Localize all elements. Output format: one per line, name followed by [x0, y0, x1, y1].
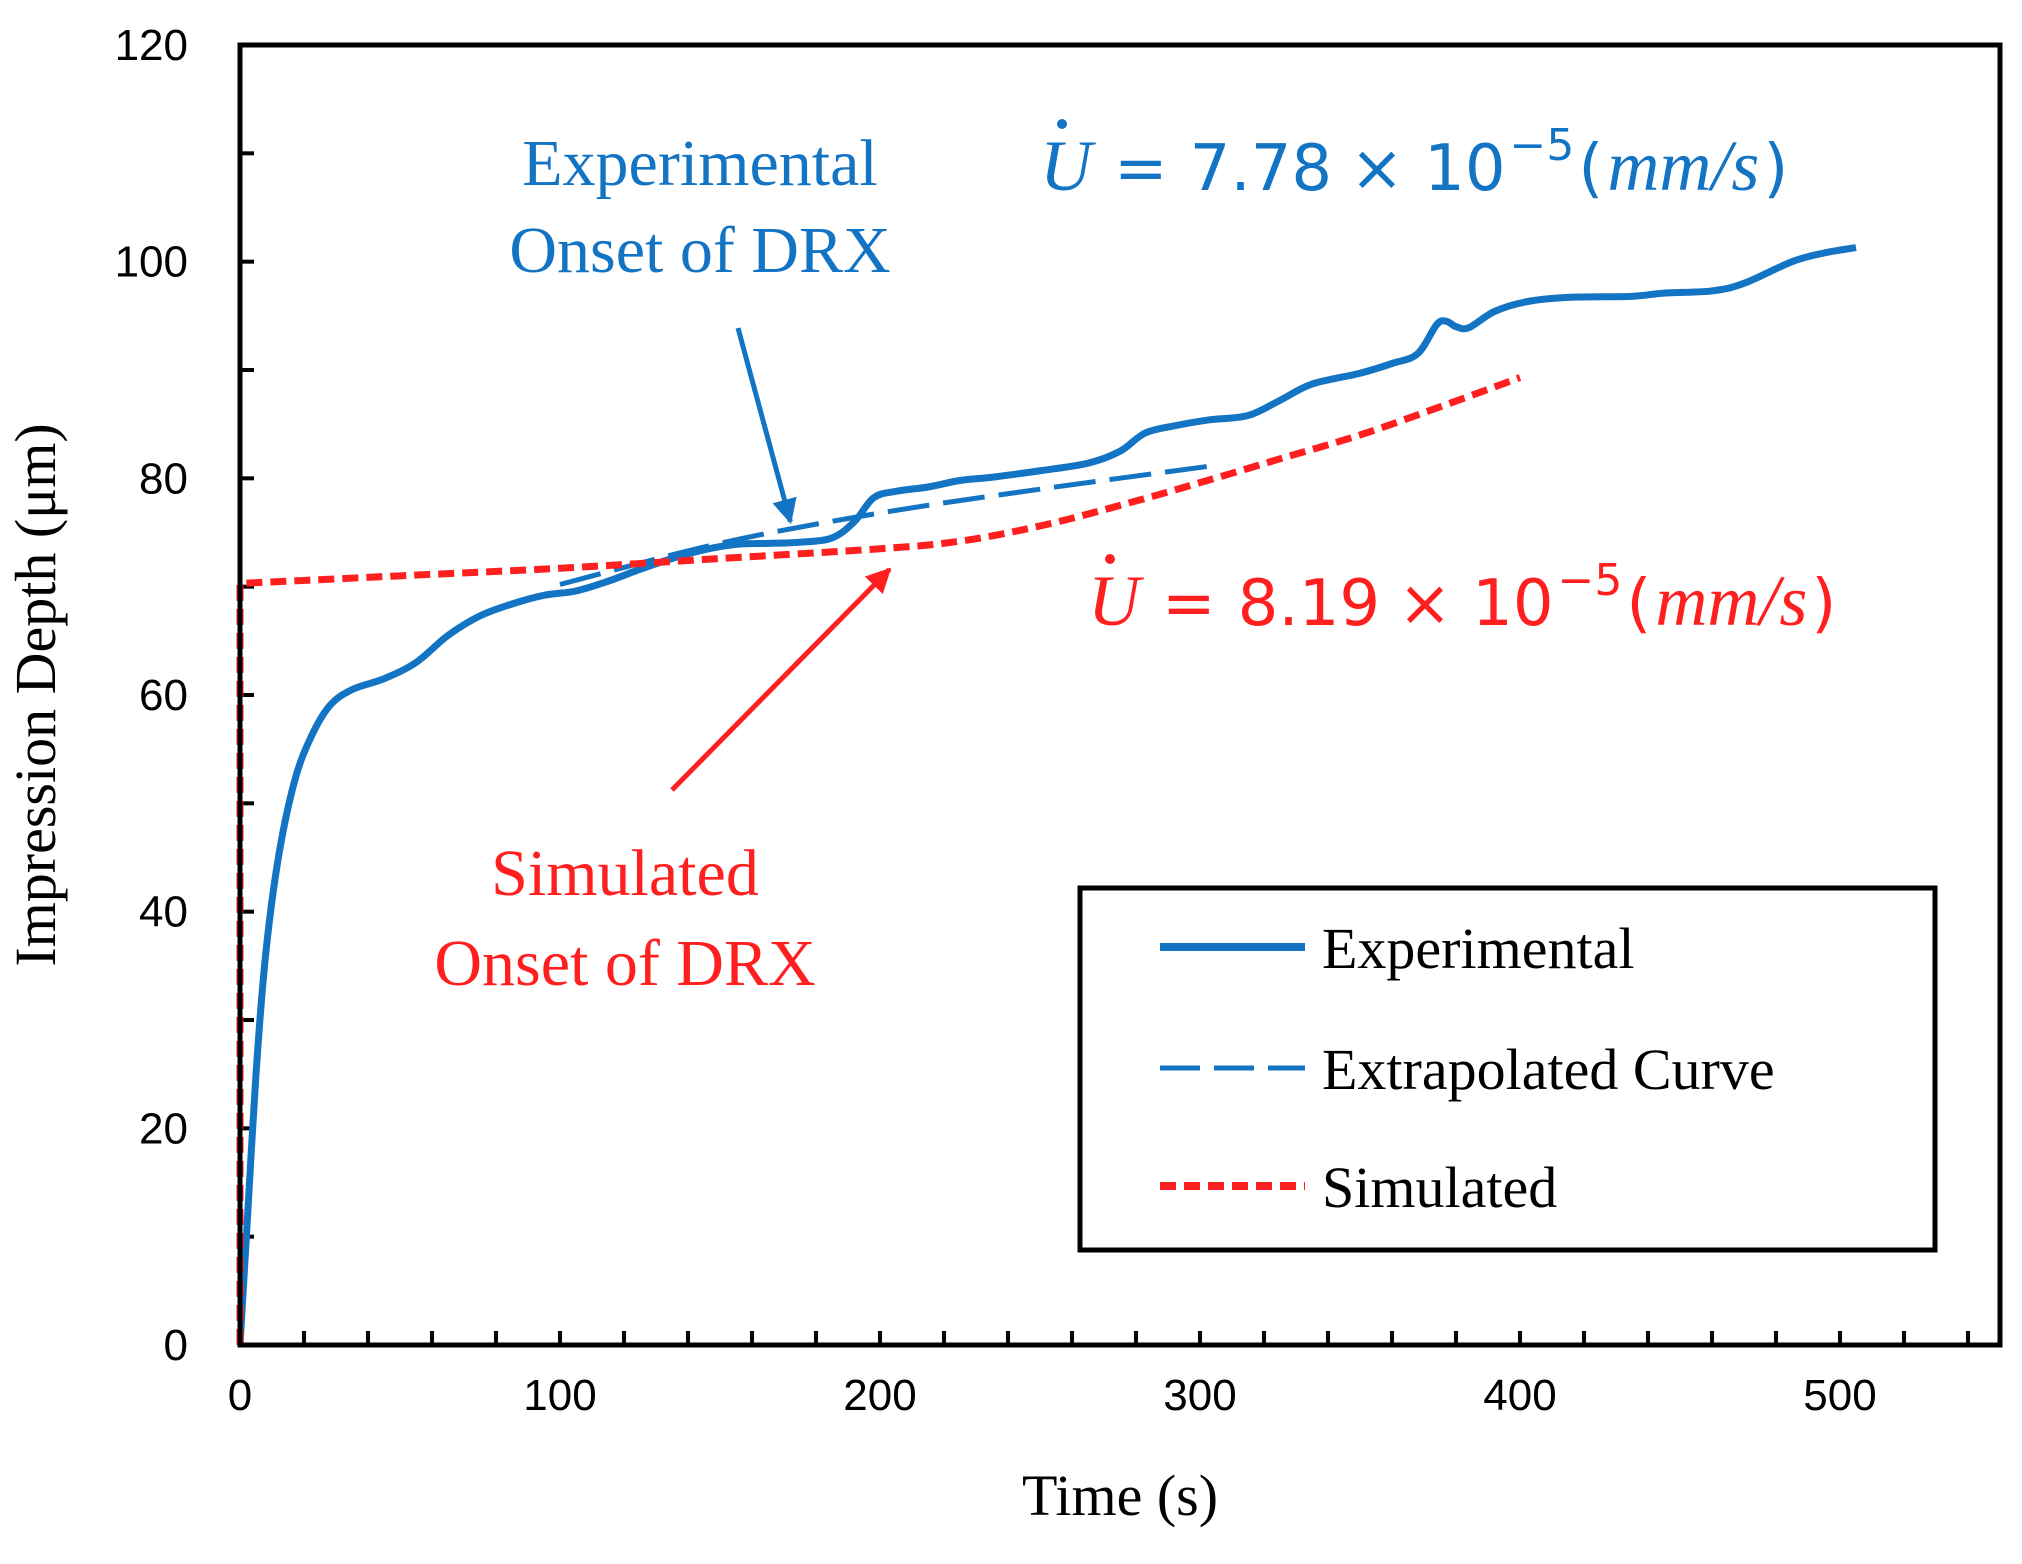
legend-label-extrapolated: Extrapolated Curve [1322, 1037, 1775, 1102]
y-tick-label: 100 [115, 238, 188, 287]
x-tick-label: 300 [1163, 1371, 1236, 1420]
annotation-simulated-onset: Simulated Onset of DRX [434, 567, 892, 1000]
y-axis-title: Impression Depth (μm) [3, 423, 68, 966]
annotation-simulated-line1: Simulated [491, 837, 759, 910]
x-tick-label: 200 [843, 1371, 916, 1420]
rate-sim-mantissa: 8.19 [1238, 567, 1381, 641]
x-tick-label: 500 [1803, 1371, 1876, 1420]
series-line-simulated [236, 374, 1522, 1345]
rate-exp-equals: = [1114, 132, 1168, 206]
series-line-experimental [236, 244, 1857, 1346]
svg-text:U = 8.19: U = 8.19 × 10 −5 ( mm/s ) [1088, 555, 1836, 641]
legend-label-simulated: Simulated [1322, 1155, 1557, 1220]
rate-exp-dot-icon [1057, 119, 1067, 129]
y-tick-label: 120 [115, 21, 188, 70]
series-layer [236, 244, 1857, 1346]
x-tick-label: 400 [1483, 1371, 1556, 1420]
arrow-experimental-onset [735, 327, 797, 525]
rate-sim-times: × 10 [1398, 567, 1553, 641]
rate-exp-exponent: −5 [1510, 120, 1575, 171]
rate-sim-open-paren: ( [1626, 567, 1651, 641]
x-tick-label: 100 [523, 1371, 596, 1420]
rate-label-experimental: U = 7.78 × 10 −5 ( mm/s ) [1040, 119, 1788, 206]
annotation-experimental-line2: Onset of DRX [509, 214, 890, 287]
axis-ticks: 0 100 200 300 400 500 0 20 40 60 80 100 120 [115, 21, 1970, 1420]
rate-sim-equals: = [1162, 567, 1216, 641]
rate-sim-unit: mm/s [1655, 561, 1807, 641]
legend-label-experimental: Experimental [1322, 916, 1634, 981]
rate-exp-open-paren: ( [1578, 132, 1603, 206]
annotation-simulated-line2: Onset of DRX [434, 927, 815, 1000]
y-tick-label: 60 [139, 671, 188, 720]
y-tick-label: 80 [139, 454, 188, 503]
legend: Experimental Extrapolated Curve Simulate… [1077, 885, 1938, 1253]
rate-sim-dot-icon [1105, 554, 1115, 564]
rate-exp-close-paren: ) [1763, 132, 1788, 206]
rate-exp-times: × 10 [1350, 132, 1505, 206]
x-tick-label: 0 [228, 1371, 252, 1420]
plot-area-frame [237, 42, 2003, 1348]
y-tick-label: 20 [139, 1104, 188, 1153]
y-tick-label: 40 [139, 888, 188, 937]
rate-sim-exponent: −5 [1558, 555, 1623, 606]
rate-exp-mantissa: 7.78 [1190, 132, 1333, 206]
rate-label-simulated: U = 8.19 × 10 −5 ( mm/s ) [1088, 554, 1836, 641]
annotation-experimental-line1: Experimental [522, 127, 878, 200]
rate-sim-symbol: U [1088, 561, 1144, 641]
y-tick-label: 0 [164, 1321, 188, 1370]
rate-exp-unit: mm/s [1607, 126, 1759, 206]
rate-exp-symbol: U [1040, 126, 1096, 206]
svg-text:U = 7.78: U = 7.78 × 10 −5 ( mm/s ) [1040, 120, 1788, 206]
x-axis-title: Time (s) [1022, 1463, 1218, 1528]
arrow-simulated-onset [670, 567, 892, 792]
annotation-experimental-onset: Experimental Onset of DRX [509, 127, 891, 525]
rate-sim-close-paren: ) [1811, 567, 1836, 641]
